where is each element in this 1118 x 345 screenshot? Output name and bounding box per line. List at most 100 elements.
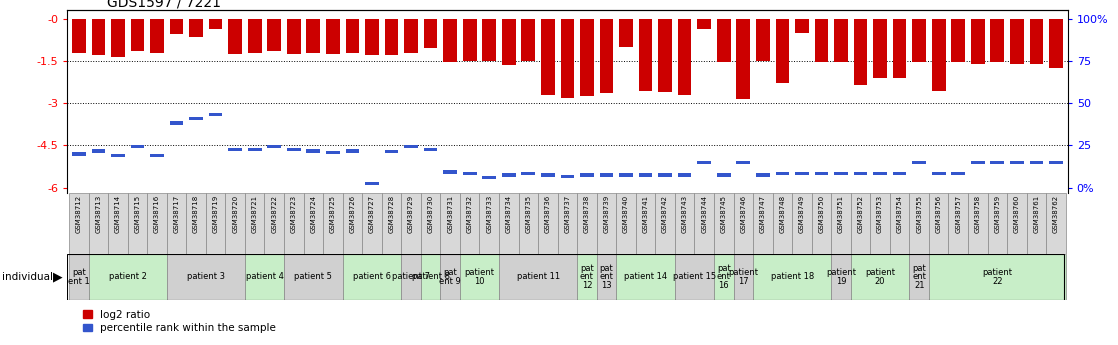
Bar [698, 19, 711, 29]
Bar [1030, 19, 1043, 64]
Bar [909, 193, 929, 254]
Bar [1010, 160, 1024, 164]
Bar [655, 193, 675, 254]
Bar [558, 193, 577, 254]
Text: pat
ent
13: pat ent 13 [599, 264, 614, 290]
Text: GSM38716: GSM38716 [154, 195, 160, 233]
Text: GSM38713: GSM38713 [95, 195, 102, 233]
Text: GSM38723: GSM38723 [291, 195, 296, 233]
Bar [678, 19, 692, 95]
Text: GSM38753: GSM38753 [878, 195, 883, 233]
Text: pat
ent
16: pat ent 16 [717, 264, 731, 290]
Bar [851, 254, 909, 300]
Bar [754, 193, 773, 254]
Bar [284, 193, 304, 254]
Bar [776, 172, 789, 175]
Text: GSM38759: GSM38759 [994, 195, 1001, 233]
Bar [538, 193, 558, 254]
Bar [284, 254, 342, 300]
Bar [1049, 160, 1063, 164]
Bar [342, 193, 362, 254]
Bar [480, 193, 499, 254]
Bar [834, 172, 847, 175]
Bar [912, 19, 926, 62]
Bar [560, 175, 575, 178]
Bar [131, 145, 144, 148]
Text: GSM38729: GSM38729 [408, 195, 414, 233]
Bar [756, 173, 769, 177]
Text: patient 8: patient 8 [411, 272, 449, 282]
Text: GSM38750: GSM38750 [818, 195, 824, 233]
Text: patient 2: patient 2 [108, 272, 146, 282]
Bar [541, 19, 555, 95]
Bar [385, 150, 398, 153]
Text: GSM38715: GSM38715 [134, 195, 141, 233]
Bar [345, 19, 359, 52]
Bar [459, 193, 480, 254]
Text: pat
ent 1: pat ent 1 [68, 268, 89, 286]
Bar [440, 254, 459, 300]
Bar [1046, 193, 1065, 254]
Bar [733, 254, 754, 300]
Text: pat
ent 9: pat ent 9 [439, 268, 461, 286]
Text: patient 3: patient 3 [187, 272, 225, 282]
Text: GSM38733: GSM38733 [486, 195, 492, 233]
Bar [912, 160, 926, 164]
Bar [659, 19, 672, 92]
Bar [756, 19, 769, 61]
Bar [991, 19, 1004, 62]
Text: patient 14: patient 14 [624, 272, 667, 282]
Bar [619, 19, 633, 47]
Bar [405, 145, 418, 148]
Text: patient 5: patient 5 [294, 272, 332, 282]
Bar [597, 193, 616, 254]
Bar [577, 254, 597, 300]
Bar [929, 254, 1065, 300]
Bar [482, 19, 496, 61]
Text: GSM38734: GSM38734 [505, 195, 512, 233]
Bar [420, 193, 440, 254]
Bar [228, 19, 241, 54]
Text: GSM38739: GSM38739 [604, 195, 609, 233]
Bar [1010, 19, 1024, 64]
Bar [638, 173, 653, 177]
Text: GSM38755: GSM38755 [916, 195, 922, 233]
Bar [326, 151, 340, 154]
Bar [932, 19, 946, 90]
Bar [366, 182, 379, 185]
Bar [834, 19, 847, 62]
Text: patient
22: patient 22 [983, 268, 1012, 286]
Bar [267, 19, 281, 51]
Text: GSM38736: GSM38736 [544, 195, 551, 233]
Text: GSM38735: GSM38735 [525, 195, 531, 233]
Text: GSM38746: GSM38746 [740, 195, 747, 233]
Text: patient 15: patient 15 [673, 272, 716, 282]
Text: pat
ent
21: pat ent 21 [912, 264, 926, 290]
Text: GSM38761: GSM38761 [1033, 195, 1040, 233]
Text: GSM38745: GSM38745 [721, 195, 727, 233]
Text: patient 11: patient 11 [517, 272, 560, 282]
Text: GSM38726: GSM38726 [350, 195, 356, 233]
Bar [111, 19, 125, 57]
Text: GSM38747: GSM38747 [760, 195, 766, 233]
Bar [362, 193, 381, 254]
Bar [909, 254, 929, 300]
Bar [366, 19, 379, 55]
Text: GDS1597 / 7221: GDS1597 / 7221 [107, 0, 221, 9]
Text: patient 6: patient 6 [353, 272, 391, 282]
Bar [463, 172, 476, 175]
Bar [148, 193, 167, 254]
Bar [209, 19, 222, 29]
Bar [108, 193, 127, 254]
Bar [1049, 19, 1063, 68]
Text: pat
ent
12: pat ent 12 [580, 264, 594, 290]
Bar [737, 19, 750, 99]
Bar [72, 19, 86, 52]
Bar [678, 173, 692, 177]
Bar [773, 193, 793, 254]
Text: GSM38743: GSM38743 [682, 195, 688, 233]
Bar [459, 254, 499, 300]
Text: GSM38749: GSM38749 [799, 195, 805, 233]
Bar [831, 254, 851, 300]
Text: GSM38756: GSM38756 [936, 195, 941, 233]
